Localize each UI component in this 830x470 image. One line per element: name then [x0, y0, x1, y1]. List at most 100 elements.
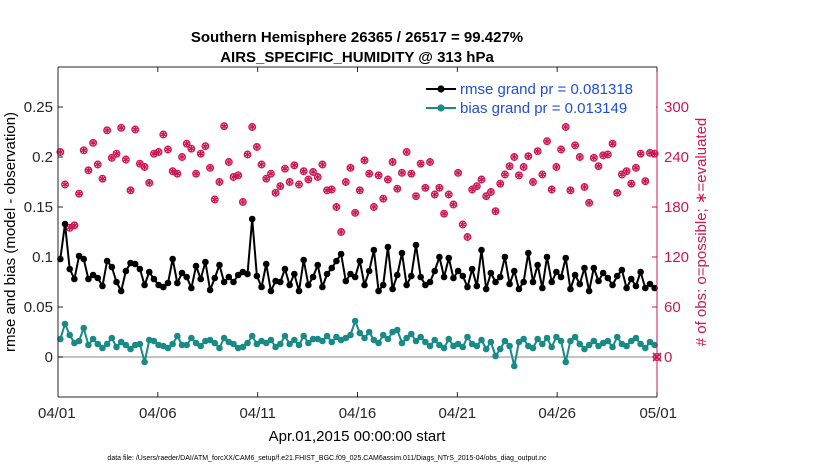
obs-evaluated-point — [159, 130, 167, 139]
obs-evaluated-point — [164, 145, 172, 154]
rmse-point — [440, 273, 448, 281]
bias-point — [464, 333, 471, 341]
x-tick-label: 04/26 — [538, 405, 576, 422]
bias-point — [85, 341, 92, 349]
rmse-point — [595, 277, 602, 285]
obs-evaluated-point — [421, 184, 429, 192]
obs-evaluated-point — [155, 148, 163, 156]
bias-point — [220, 334, 228, 342]
bias-point — [403, 334, 410, 342]
obs-evaluated-point — [239, 198, 247, 206]
obs-evaluated-point — [534, 147, 542, 155]
bias-point — [103, 340, 111, 348]
obs-evaluated-point — [585, 199, 593, 207]
bias-point — [454, 340, 462, 348]
rmse-point — [618, 266, 626, 274]
rmse-point — [230, 278, 237, 286]
bias-point — [487, 338, 495, 346]
obs-evaluated-point — [548, 185, 556, 194]
obs-evaluated-point — [557, 145, 565, 154]
obs-evaluated-point — [206, 164, 214, 172]
bias-point — [515, 338, 523, 346]
rmse-point — [459, 272, 467, 280]
bias-point — [379, 331, 387, 339]
bias-point — [178, 341, 186, 349]
rmse-point — [319, 283, 326, 291]
bias-point — [623, 342, 630, 350]
rmse-point — [276, 278, 284, 286]
bias-point — [99, 344, 106, 352]
bias-point — [408, 330, 415, 338]
rmse-point — [267, 287, 275, 295]
rmse-point — [408, 272, 415, 280]
chart-subtitle: AIRS_SPECIFIC_HUMIDITY @ 313 hPa — [220, 49, 494, 66]
rmse-point — [286, 281, 293, 289]
bias-point — [417, 333, 424, 341]
rmse-point — [539, 284, 546, 292]
obs-evaluated-point — [61, 180, 69, 189]
legend-bias-marker — [437, 104, 445, 112]
bias-point — [646, 338, 654, 346]
bias-point — [426, 342, 434, 350]
obs-evaluated-point — [613, 189, 621, 197]
rmse-point — [576, 280, 584, 288]
bias-point — [248, 332, 256, 340]
rmse-point — [585, 287, 593, 295]
obs-evaluated-point — [328, 185, 336, 194]
bias-point — [543, 334, 551, 342]
bias-point — [548, 343, 556, 351]
bias-point — [174, 332, 181, 340]
obs-evaluated-point — [122, 155, 130, 164]
obs-evaluated-point — [337, 228, 345, 236]
rmse-point — [211, 274, 219, 282]
bias-point — [431, 336, 439, 344]
rmse-point — [609, 281, 616, 289]
rmse-point — [468, 265, 476, 273]
obs-evaluated-point — [290, 161, 298, 169]
obs-evaluated-point — [117, 124, 125, 132]
rmse-point — [150, 275, 158, 283]
obs-evaluated-point — [272, 189, 280, 197]
bias-point — [94, 340, 102, 348]
rmse-point — [651, 284, 658, 292]
legend: rmse grand pr = 0.081318 bias grand pr =… — [418, 77, 656, 119]
bias-point — [188, 334, 195, 342]
rmse-point — [557, 273, 565, 281]
obs-evaluated-point — [529, 178, 537, 186]
bias-point — [445, 335, 453, 343]
bias-point — [576, 340, 584, 348]
obs-evaluated-point — [412, 192, 420, 200]
rmse-point — [103, 257, 111, 265]
y2-tick-label: 60 — [664, 299, 681, 316]
obs-evaluated-point — [267, 170, 275, 178]
bias-point — [590, 337, 598, 345]
rmse-point — [627, 275, 635, 283]
obs-evaluated-point — [253, 143, 261, 151]
rmse-point — [61, 220, 69, 228]
rmse-point — [454, 267, 462, 275]
rmse-point — [571, 271, 579, 279]
bias-point — [375, 339, 382, 347]
obs-evaluated-point — [197, 150, 205, 158]
rmse-point — [141, 281, 148, 289]
bias-point — [75, 337, 83, 345]
rmse-point — [295, 287, 303, 295]
obs-evaluated-point — [361, 156, 368, 164]
rmse-point — [365, 267, 373, 275]
rmse-point — [113, 278, 120, 286]
obs-evaluated-point — [230, 173, 237, 181]
rmse-point — [422, 281, 429, 289]
y2-tick-label: 120 — [664, 249, 689, 266]
y2-axis-label: # of obs: o=possible; ∗=evaluated — [693, 118, 710, 347]
rmse-point — [599, 269, 607, 277]
obs-evaluated-point — [576, 153, 584, 161]
bias-point — [506, 342, 513, 350]
bias-point — [291, 336, 298, 344]
rmse-point — [337, 250, 345, 258]
rmse-point — [89, 271, 97, 279]
rmse-point — [379, 281, 387, 289]
bias-point — [211, 339, 219, 347]
obs-evaluated-point — [426, 158, 434, 166]
rmse-point — [534, 261, 541, 269]
obs-evaluated-point — [211, 195, 219, 204]
